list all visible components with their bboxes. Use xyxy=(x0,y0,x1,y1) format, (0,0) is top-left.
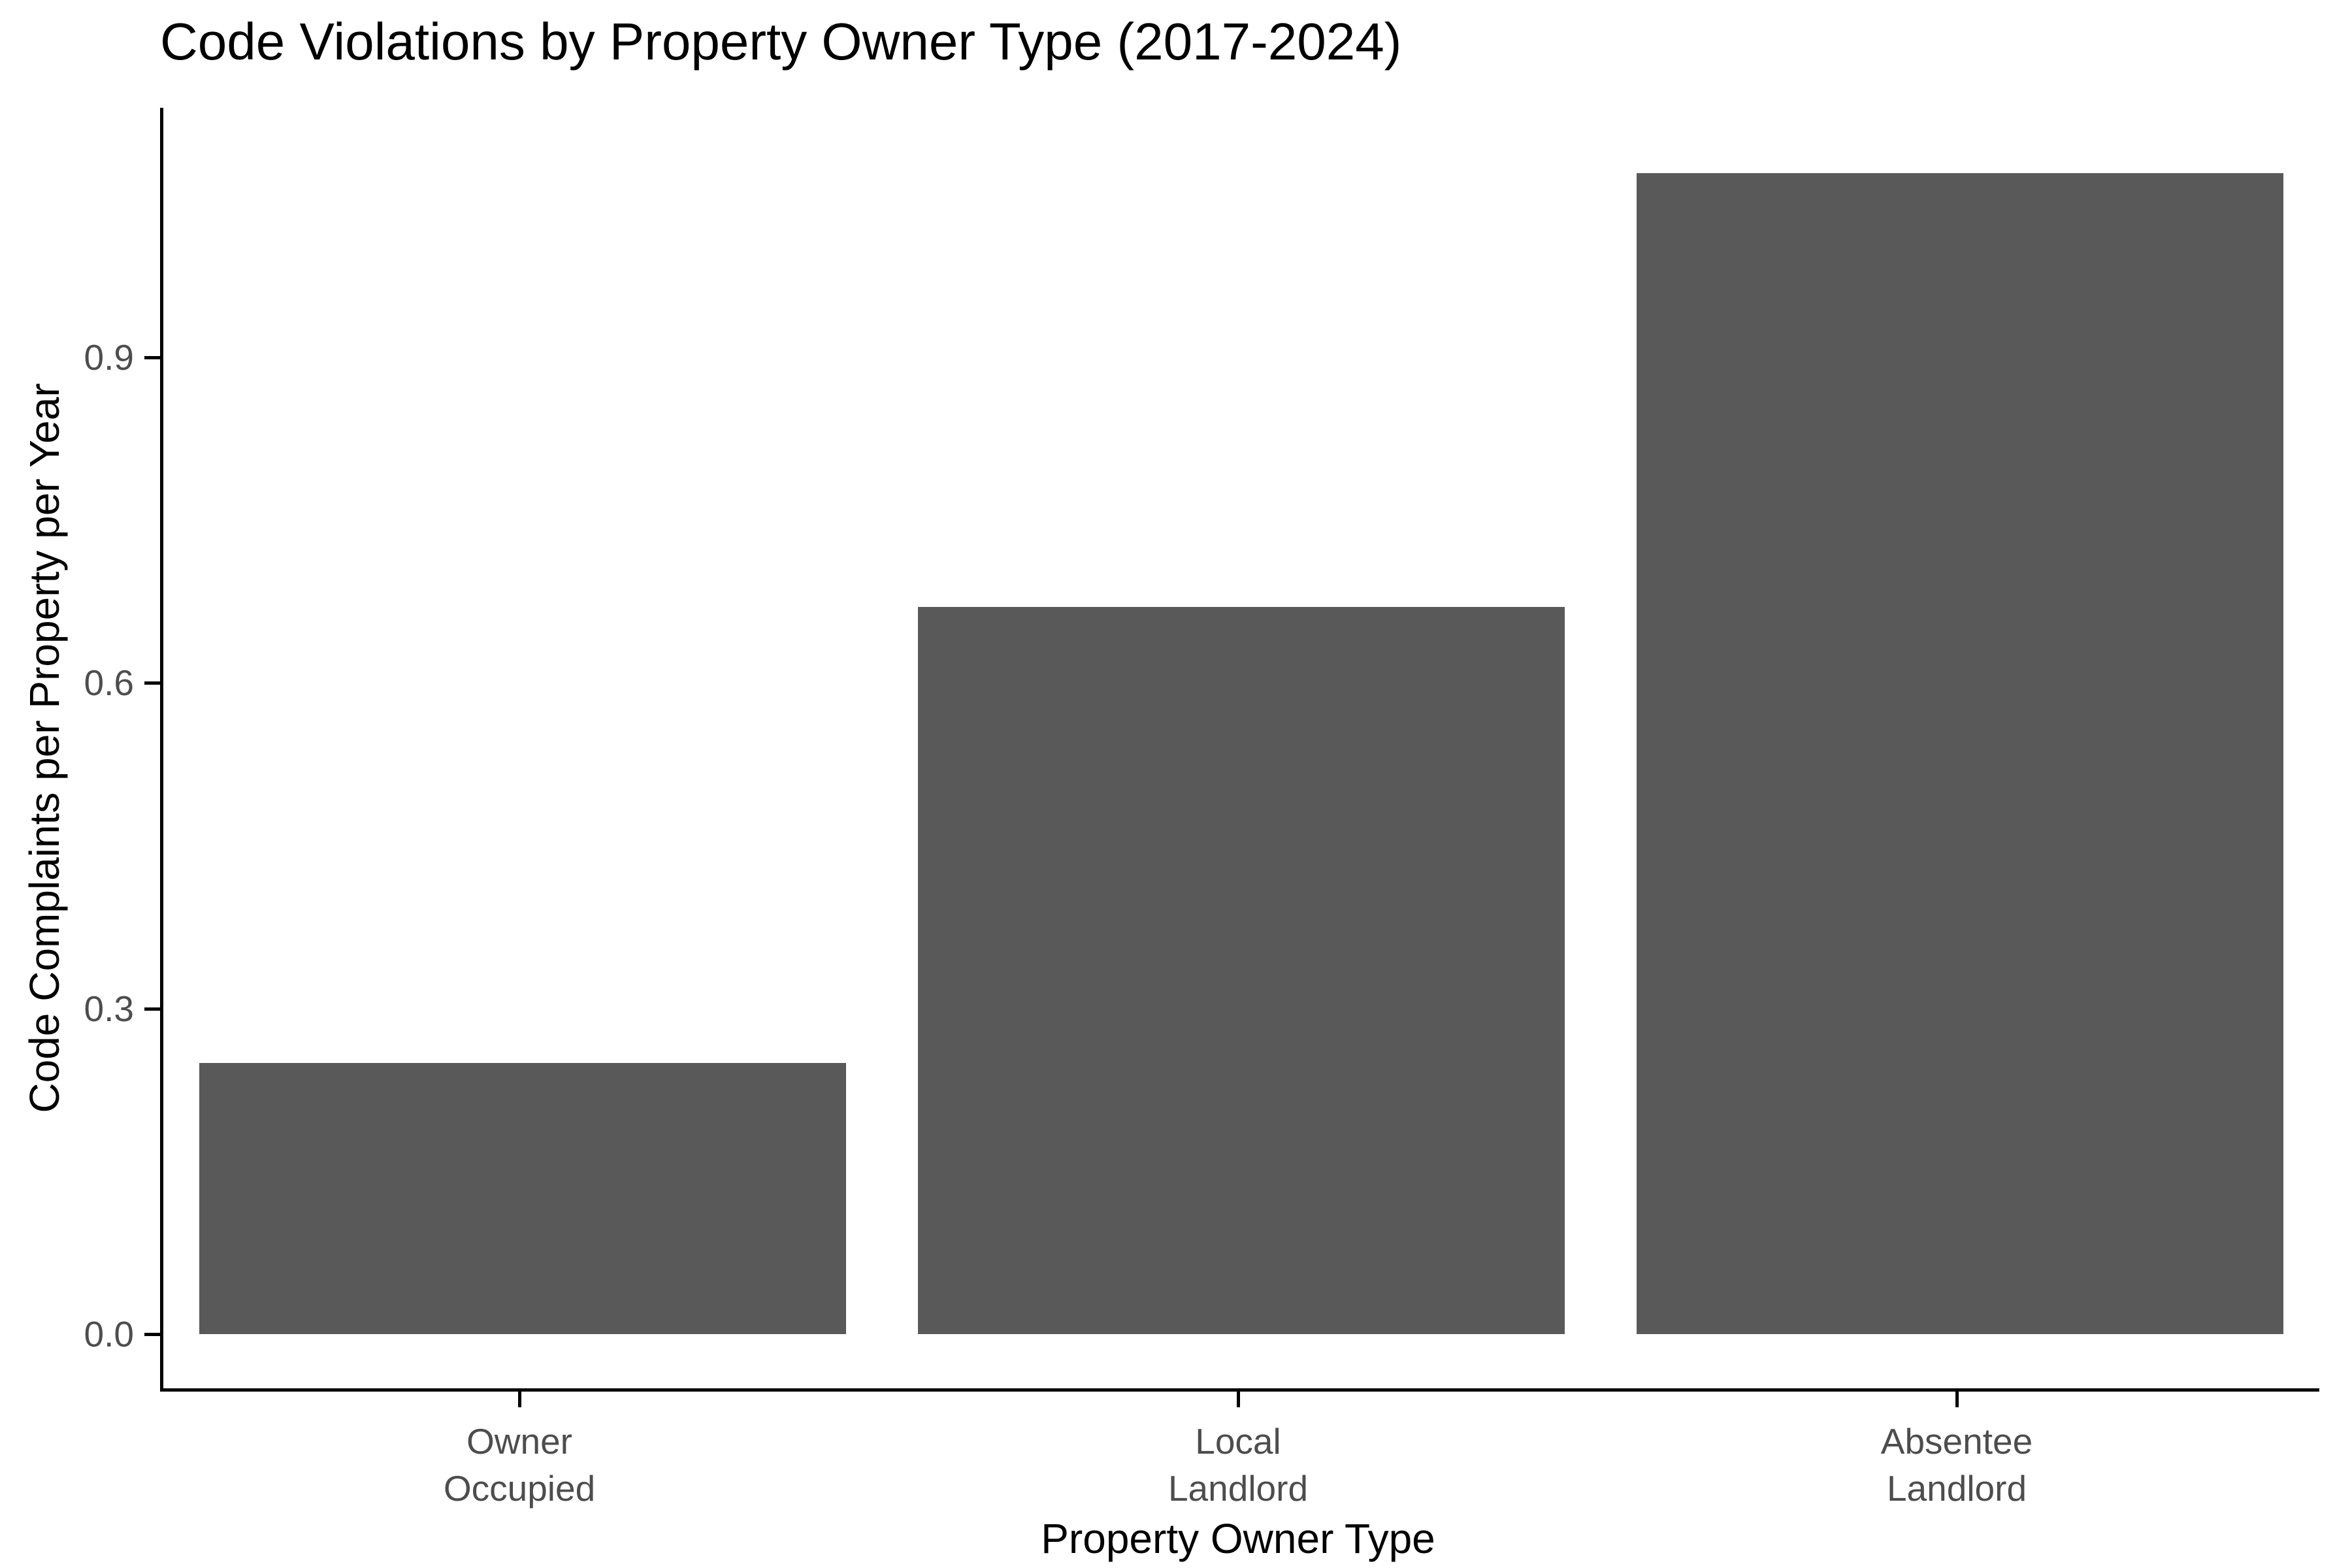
bar-0 xyxy=(199,1062,846,1334)
x-tick-label: Owner Occupied xyxy=(443,1421,596,1509)
chart-title: Code Violations by Property Owner Type (… xyxy=(160,12,1402,71)
plot-panel xyxy=(160,108,2319,1392)
x-tick-mark xyxy=(518,1392,521,1407)
y-tick-label: 0.6 xyxy=(84,662,134,704)
y-tick-label: 0.0 xyxy=(84,1313,134,1354)
y-tick-label: 0.3 xyxy=(84,988,134,1029)
y-tick-mark xyxy=(144,1332,160,1336)
bar-2 xyxy=(1637,172,2283,1334)
x-axis-title: Property Owner Type xyxy=(1041,1515,1435,1562)
x-tick-mark xyxy=(1237,1392,1240,1407)
y-tick-mark xyxy=(144,681,160,685)
y-tick-mark xyxy=(144,1007,160,1011)
x-tick-mark xyxy=(1955,1392,1959,1407)
y-tick-label: 0.9 xyxy=(84,337,134,378)
y-tick-mark xyxy=(144,356,160,360)
x-tick-label: Absentee Landlord xyxy=(1880,1421,2033,1509)
x-tick-label: Local Landlord xyxy=(1168,1421,1309,1509)
bar-1 xyxy=(918,607,1565,1334)
